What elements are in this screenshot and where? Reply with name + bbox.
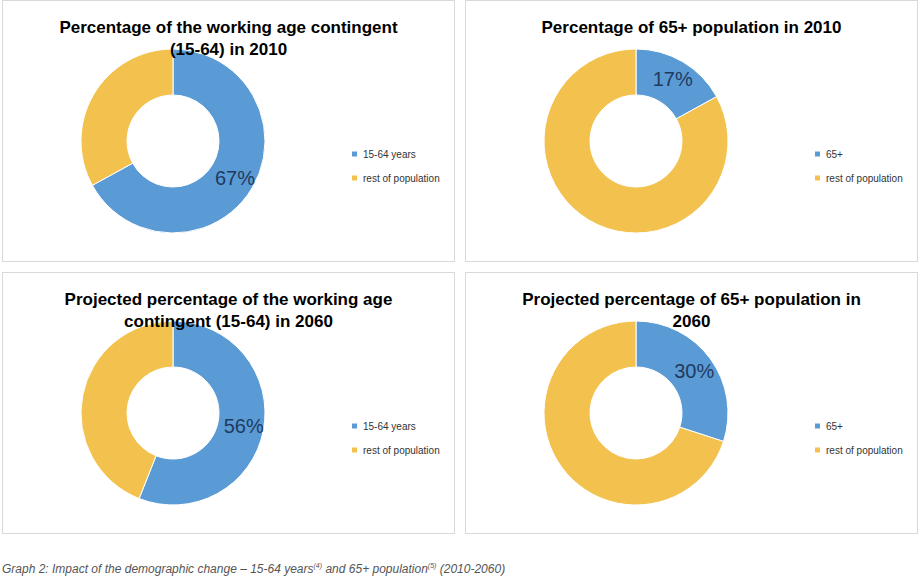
- svg-text:15-64 years: 15-64 years: [363, 149, 416, 160]
- svg-text:contingent (15-64) in 2060: contingent (15-64) in 2060: [124, 312, 333, 331]
- svg-text:56%: 56%: [224, 415, 264, 437]
- svg-text:Percentage of 65+ population i: Percentage of 65+ population in 2010: [542, 18, 842, 37]
- svg-text:2060: 2060: [673, 312, 711, 331]
- svg-text:(15-64) in 2010: (15-64) in 2010: [170, 40, 287, 59]
- svg-text:17%: 17%: [653, 68, 693, 90]
- svg-text:rest of population: rest of population: [363, 173, 440, 184]
- html-text:Graph 2: Impact of the demogra: Graph 2: Impact of the demographic chang…: [2, 562, 506, 576]
- svg-text:15-64 years: 15-64 years: [363, 421, 416, 432]
- svg-text:Projected percentage of the wo: Projected percentage of the working age: [65, 290, 393, 309]
- svg-text:67%: 67%: [215, 167, 255, 189]
- svg-text:Projected percentage of 65+ po: Projected percentage of 65+ population i…: [522, 290, 861, 309]
- svg-text:Percentage of the working age: Percentage of the working age contingent: [59, 18, 397, 37]
- svg-text:rest of population: rest of population: [826, 445, 903, 456]
- svg-text:rest of population: rest of population: [826, 173, 903, 184]
- svg-text:65+: 65+: [826, 421, 843, 432]
- svg-text:rest of population: rest of population: [363, 445, 440, 456]
- svg-text:30%: 30%: [674, 360, 714, 382]
- svg-text:65+: 65+: [826, 149, 843, 160]
